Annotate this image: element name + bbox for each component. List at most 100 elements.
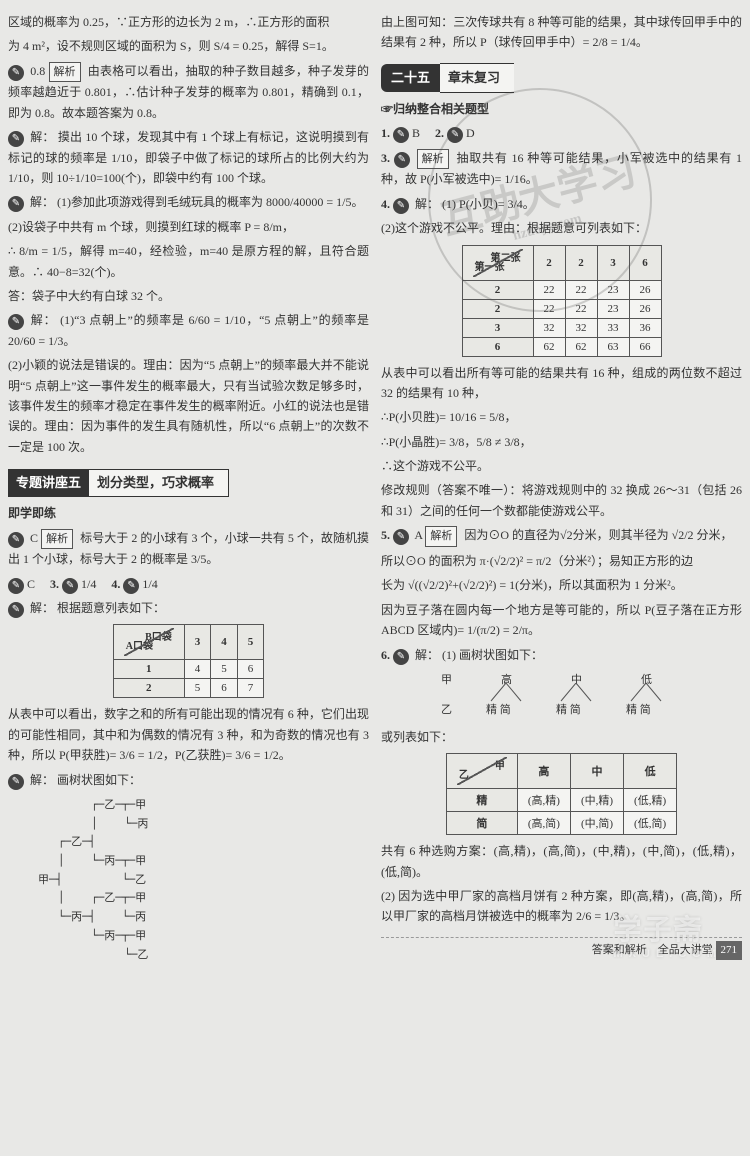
text: ∴P(小贝胜)= 10/16 = 5/8， xyxy=(381,407,742,427)
jiexi-label: 解析 xyxy=(417,149,449,170)
answer-icon: ✎ xyxy=(8,532,24,548)
topic-title: 划分类型，巧求概率 xyxy=(89,469,229,497)
text: 从表中可以看出所有等可能的结果共有 16 种，组成的两位数不超过 32 的结果有… xyxy=(381,363,742,404)
answer-row: ✎C 3. ✎1/4 4. ✎1/4 xyxy=(8,574,369,594)
text: 从表中可以看出，数字之和的所有可能出现的情况有 6 种，它们出现的可能性相同，其… xyxy=(8,704,369,765)
answer-icon: ✎ xyxy=(393,127,409,143)
jie-label: 解 xyxy=(30,601,42,615)
solution-block: ✎ 解： 画树状图如下： xyxy=(8,770,369,790)
col-header: 4 xyxy=(211,625,238,660)
answer-icon: ✎ xyxy=(393,198,409,214)
jie-label: 解 xyxy=(415,648,427,662)
answer-icon: ✎ xyxy=(8,314,24,330)
table-row: 222222326 xyxy=(462,280,661,299)
text: 所以⊙O 的面积为 π·(√2/2)² = π/2（分米²）；易知正方形的边 xyxy=(381,551,742,571)
answer-icon: ✎ xyxy=(8,196,24,212)
jie-label: 解 xyxy=(415,197,427,211)
text: 修改规则（答案不唯一）：将游戏规则中的 32 换成 26～31（包括 26 和 … xyxy=(381,480,742,521)
page-number: 271 xyxy=(716,941,743,960)
answer-row: 1. ✎B 2. ✎D xyxy=(381,123,742,143)
answer-value: 0.8 xyxy=(30,64,45,78)
text: 因为⊙O 的直径为√2分米，则其半径为 √2/2 分米， xyxy=(464,528,732,542)
answer-block: 3. ✎ 解析 抽取共有 16 种等可能结果，小军被选中的结果有 1 种，故 P… xyxy=(381,148,742,190)
answer-value: B xyxy=(412,126,420,140)
jiexi-label: 解析 xyxy=(425,526,457,547)
solution-block: ✎ 解： 根据题意列表如下： xyxy=(8,598,369,618)
subheading: 即学即练 xyxy=(8,503,369,523)
answer-icon: ✎ xyxy=(8,602,24,618)
answer-value: 1/4 xyxy=(142,577,157,591)
answer-icon: ✎ xyxy=(393,649,409,665)
solution-block: ✎ 解： 摸出 10 个球，发现其中有 1 个球上有标记，这说明摸到有标记的球的… xyxy=(8,127,369,188)
solution-block: 4. ✎ 解： (1) P(小贝)= 3/4。 xyxy=(381,194,742,214)
table-row: 2567 xyxy=(113,679,264,698)
two-column-layout: 区域的概率为 0.25，∵正方形的边长为 2 m，∴正方形的面积 为 4 m²，… xyxy=(8,8,742,970)
text: 共有 6 种选购方案：(高,精)，(高,简)，(中,精)，(中,简)，(低,精)… xyxy=(381,841,742,882)
section-number: 二十五 xyxy=(381,64,440,92)
jie-label: 解 xyxy=(30,195,42,209)
two-digit-table: 第二张第一张 2236 222222326 222222326 33232333… xyxy=(462,245,662,357)
col-header: 3 xyxy=(184,625,211,660)
table-row: 222222326 xyxy=(462,299,661,318)
jiexi-label: 解析 xyxy=(41,529,73,550)
text: (2)设袋子中共有 m 个球，则摸到红球的概率 P = 8/m， xyxy=(8,217,369,237)
tree-diagram: ┌─乙─┬─甲 │ └─丙 ┌─乙─┤ │ └─丙─┬─甲 甲─┤ └─乙 │ … xyxy=(38,796,369,964)
text: (2)这个游戏不公平。理由：根据题意可列表如下： xyxy=(381,218,742,238)
answer-icon: ✎ xyxy=(447,127,463,143)
topic-number: 专题讲座五 xyxy=(8,469,89,497)
text: 长为 √((√2/2)²+(√2/2)²) = 1(分米)，所以其面积为 1 分… xyxy=(381,575,742,595)
text: 根据题意列表如下： xyxy=(57,601,165,615)
answer-block: ✎ C 解析 标号大于 2 的小球有 3 个，小球一共有 5 个，故随机摸出 1… xyxy=(8,528,369,570)
answer-icon: ✎ xyxy=(8,65,24,81)
subheading: ☞归纳整合相关题型 xyxy=(381,99,742,119)
text: 由上图可知：三次传球共有 8 种等可能的结果，其中球传回甲手中的结果有 2 种，… xyxy=(381,12,742,53)
answer-block: ✎ 0.8 解析 由表格可以看出，抽取的种子数目越多，种子发芽的频率越趋近于 0… xyxy=(8,61,369,123)
jie-label: 解 xyxy=(30,130,42,144)
text: ∴ 8/m = 1/5，解得 m=40，经检验，m=40 是原方程的解，且符合题… xyxy=(8,241,369,282)
text: 摸出 10 个球，发现其中有 1 个球上有标记，这说明摸到有标记的球的频率是 1… xyxy=(8,130,369,185)
factory-table: 甲乙 高中低 精(高,精)(中,精)(低,精) 简(高,简)(中,简)(低,简) xyxy=(446,753,677,835)
tree-diagram-2: 甲 高 中 低 乙 精 简 精 简 精 简 xyxy=(441,671,742,721)
text: ∴这个游戏不公平。 xyxy=(381,456,742,476)
text: 区域的概率为 0.25，∵正方形的边长为 2 m，∴正方形的面积 xyxy=(8,12,369,32)
topic-header: 专题讲座五 划分类型，巧求概率 xyxy=(8,469,369,497)
diag-header: 甲乙 xyxy=(446,754,517,789)
answer-value: C xyxy=(27,577,35,591)
solution-block: ✎ 解： (1)参加此项游戏得到毛绒玩具的概率为 8000/40000 = 1/… xyxy=(8,192,369,212)
table-row: 精(高,精)(中,精)(低,精) xyxy=(446,789,676,812)
answer-value: D xyxy=(466,126,475,140)
left-column: 区域的概率为 0.25，∵正方形的边长为 2 m，∴正方形的面积 为 4 m²，… xyxy=(8,8,369,970)
text: 画树状图如下： xyxy=(57,773,141,787)
section-header: 二十五 章末复习 xyxy=(381,63,742,93)
jie-label: 解 xyxy=(30,773,42,787)
jie-label: 解 xyxy=(31,313,44,327)
diag-header: 第二张第一张 xyxy=(462,245,533,280)
solution-block: 6. ✎ 解： (1) 画树状图如下： xyxy=(381,645,742,665)
answer-value: 1/4 xyxy=(81,577,96,591)
answer-icon: ✎ xyxy=(394,152,410,168)
answer-value: C xyxy=(30,531,38,545)
text: 或列表如下： xyxy=(381,727,742,747)
table-row: 332323336 xyxy=(462,318,661,337)
text: 答：袋子中大约有白球 32 个。 xyxy=(8,286,369,306)
section-title: 章末复习 xyxy=(440,63,514,93)
text: 因为豆子落在圆内每一个地方是等可能的，所以 P(豆子落在正方形 ABCD 区域内… xyxy=(381,600,742,641)
table-row: 662626366 xyxy=(462,337,661,356)
right-column: 由上图可知：三次传球共有 8 种等可能的结果，其中球传回甲手中的结果有 2 种，… xyxy=(381,8,742,970)
diag-header: B口袋A口袋 xyxy=(113,625,184,660)
text: 为 4 m²，设不规则区域的面积为 S，则 S/4 = 0.25，解得 S=1。 xyxy=(8,36,369,56)
answer-icon: ✎ xyxy=(8,131,24,147)
text: (1)参加此项游戏得到毛绒玩具的概率为 8000/40000 = 1/5。 xyxy=(57,195,363,209)
answer-icon: ✎ xyxy=(393,529,409,545)
answer-icon: ✎ xyxy=(8,578,24,594)
text: (1)“3 点朝上”的频率是 6/60 = 1/10，“5 点朝上”的频率是 2… xyxy=(8,313,369,347)
page-footer: 答案和解析 全品大讲堂 271 xyxy=(381,937,742,960)
text: (2) 因为选中甲厂家的高档月饼有 2 种方案，即(高,精)，(高,简)，所以甲… xyxy=(381,886,742,927)
table-row: 简(高,简)(中,简)(低,简) xyxy=(446,812,676,835)
answer-icon: ✎ xyxy=(8,774,24,790)
text: (1) P(小贝)= 3/4。 xyxy=(442,197,535,211)
col-header: 5 xyxy=(237,625,264,660)
text: ∴P(小晶胜)= 3/8，5/8 ≠ 3/8， xyxy=(381,432,742,452)
answer-value: A xyxy=(414,528,422,542)
solution-block: ✎ 解： (1)“3 点朝上”的频率是 6/60 = 1/10，“5 点朝上”的… xyxy=(8,310,369,351)
